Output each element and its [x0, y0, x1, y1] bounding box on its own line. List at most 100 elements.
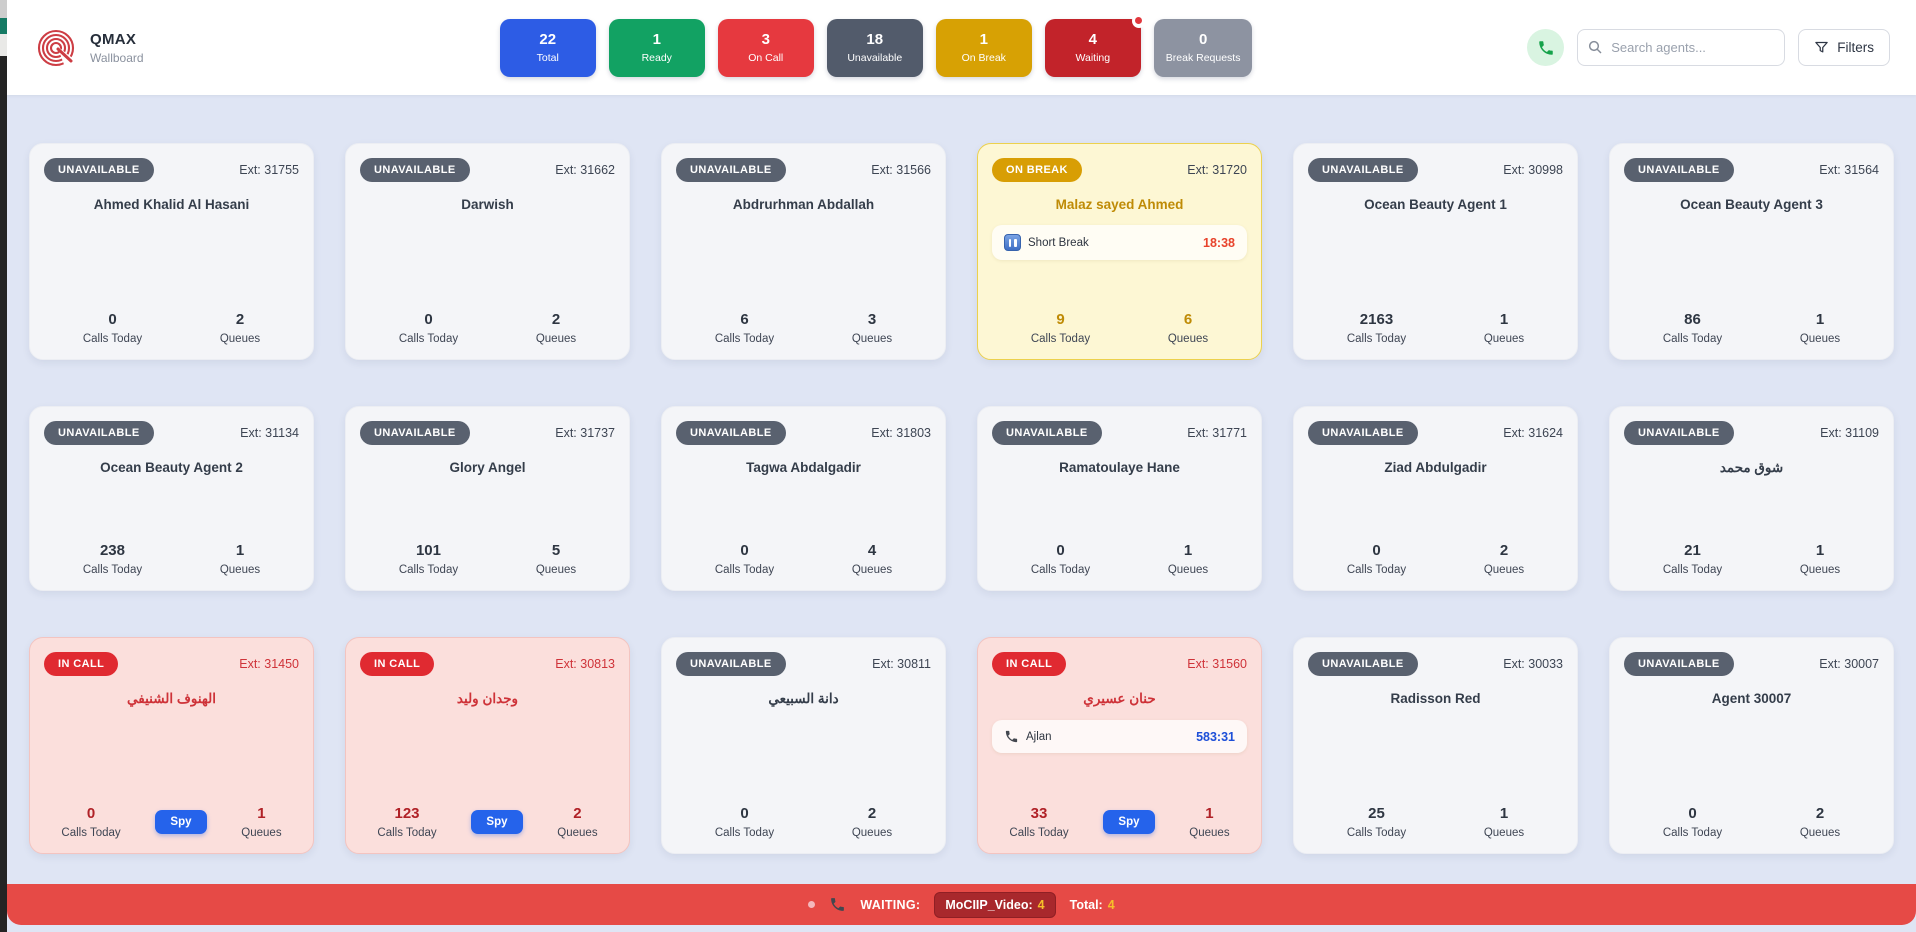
app-subtitle: Wallboard [90, 50, 144, 65]
queues-value: 2 [551, 311, 561, 328]
filter-funnel-icon [1815, 41, 1828, 53]
queues-value: 6 [1183, 311, 1193, 328]
agent-name: دانة السبيعي [768, 691, 839, 706]
agent-extension: Ext: 31560 [1187, 657, 1247, 671]
activity-label: Ajlan [1026, 730, 1052, 743]
calls-label: Calls Today [1346, 827, 1407, 839]
calls-stat: 9 Calls Today [1031, 311, 1090, 345]
status-badge: UNAVAILABLE [1308, 421, 1418, 445]
stat-button[interactable]: 0 Break Requests [1153, 18, 1253, 77]
agent-card[interactable]: ON BREAK Ext: 31720 Malaz sayed Ahmed Sh… [977, 143, 1262, 360]
phone-icon [1539, 40, 1553, 55]
queues-label: Queues [1167, 333, 1209, 345]
spy-button[interactable]: Spy [1103, 810, 1155, 834]
calls-label: Calls Today [82, 333, 143, 345]
agent-card[interactable]: UNAVAILABLE Ext: 31755 Ahmed Khalid Al H… [29, 143, 314, 360]
stat-label: Total [536, 52, 559, 64]
stat-button[interactable]: 1 On Break [935, 18, 1032, 77]
agent-card[interactable]: UNAVAILABLE Ext: 30998 Ocean Beauty Agen… [1293, 143, 1578, 360]
calls-label: Calls Today [82, 564, 143, 576]
agent-extension: Ext: 31737 [555, 426, 615, 440]
queues-value: 1 [1815, 542, 1825, 559]
stat-button[interactable]: 4 Waiting [1044, 13, 1146, 77]
calls-stat: 21 Calls Today [1663, 542, 1722, 576]
agent-card[interactable]: UNAVAILABLE Ext: 31771 Ramatoulaye Hane … [977, 406, 1262, 591]
agent-extension: Ext: 30033 [1503, 657, 1563, 671]
status-badge: UNAVAILABLE [992, 421, 1102, 445]
agent-card[interactable]: IN CALL Ext: 31450 الهنوف الشنيفي 0 Call… [29, 637, 314, 854]
calls-stat: 0 Calls Today [399, 311, 458, 345]
spy-button[interactable]: Spy [155, 810, 207, 834]
status-badge: UNAVAILABLE [44, 158, 154, 182]
agent-card[interactable]: UNAVAILABLE Ext: 30007 Agent 30007 0 Cal… [1609, 637, 1894, 854]
agent-name: Tagwa Abdalgadir [746, 460, 861, 475]
calls-stat: 25 Calls Today [1347, 805, 1406, 839]
stat-label: On Break [961, 52, 1006, 64]
activity-label: Short Break [1028, 236, 1089, 249]
agent-card[interactable]: UNAVAILABLE Ext: 31109 شوق محمد 21 Calls… [1609, 406, 1894, 591]
stat-button[interactable]: 3 On Call [717, 18, 814, 77]
queues-stat: 3 Queues [852, 311, 892, 345]
queues-value: 1 [1183, 542, 1193, 559]
calls-value: 2163 [1359, 311, 1394, 328]
stat-button[interactable]: 18 Unavailable [826, 18, 923, 77]
stat-button[interactable]: 1 Ready [608, 18, 705, 77]
calls-label: Calls Today [377, 827, 437, 839]
phone-button[interactable] [1527, 29, 1565, 66]
agent-card[interactable]: UNAVAILABLE Ext: 30033 Radisson Red 25 C… [1293, 637, 1578, 854]
queues-stat: 1 Queues [1800, 311, 1840, 345]
queues-label: Queues [1167, 564, 1209, 576]
calls-value: 86 [1684, 311, 1701, 328]
agent-card[interactable]: IN CALL Ext: 31560 حنان عسيري Ajlan 583:… [977, 637, 1262, 854]
calls-value: 0 [740, 542, 749, 559]
calls-value: 101 [415, 542, 441, 559]
stat-button[interactable]: 22 Total [499, 18, 596, 77]
queues-stat: 1 Queues [220, 542, 260, 576]
queues-value: 3 [867, 311, 877, 328]
calls-label: Calls Today [1662, 564, 1723, 576]
stat-label: Ready [641, 52, 672, 64]
calls-label: Calls Today [1346, 333, 1407, 345]
agent-name: Agent 30007 [1711, 691, 1792, 706]
agent-card[interactable]: UNAVAILABLE Ext: 31803 Tagwa Abdalgadir … [661, 406, 946, 591]
status-badge: IN CALL [992, 652, 1067, 676]
queues-stat: 2 Queues [1800, 805, 1840, 839]
agent-card[interactable]: UNAVAILABLE Ext: 30811 دانة السبيعي 0 Ca… [661, 637, 946, 854]
calls-label: Calls Today [714, 564, 775, 576]
agent-extension: Ext: 31564 [1819, 163, 1879, 177]
header: QMAX Wallboard 22 Total 1 Ready 3 On Cal… [7, 0, 1916, 95]
status-badge: IN CALL [360, 652, 435, 676]
agent-extension: Ext: 30998 [1503, 163, 1563, 177]
agent-card[interactable]: UNAVAILABLE Ext: 31662 Darwish 0 Calls T… [345, 143, 630, 360]
status-badge: UNAVAILABLE [360, 158, 470, 182]
queue-name: MoCIIP_Video: [945, 897, 1033, 912]
queues-value: 2 [867, 805, 877, 822]
spy-button[interactable]: Spy [471, 810, 523, 834]
header-controls: Filters [1527, 29, 1890, 66]
agent-card[interactable]: UNAVAILABLE Ext: 31624 Ziad Abdulgadir 0… [1293, 406, 1578, 591]
agent-card[interactable]: UNAVAILABLE Ext: 31564 Ocean Beauty Agen… [1609, 143, 1894, 360]
status-badge: IN CALL [44, 652, 119, 676]
calls-stat: 0 Calls Today [1347, 542, 1406, 576]
agent-card[interactable]: UNAVAILABLE Ext: 31134 Ocean Beauty Agen… [29, 406, 314, 591]
agent-card[interactable]: IN CALL Ext: 30813 وجدان وليد 123 Calls … [345, 637, 630, 854]
queues-value: 1 [257, 805, 266, 822]
search-input[interactable] [1577, 29, 1786, 66]
agent-extension: Ext: 30811 [872, 657, 931, 671]
filters-button[interactable]: Filters [1798, 29, 1890, 66]
queues-stat: 2 Queues [852, 805, 892, 839]
queues-stat: 5 Queues [536, 542, 576, 576]
agent-card[interactable]: UNAVAILABLE Ext: 31566 Abdrurhman Abdall… [661, 143, 946, 360]
queues-label: Queues [1799, 564, 1841, 576]
status-badge: UNAVAILABLE [676, 421, 786, 445]
calls-value: 33 [1030, 805, 1048, 822]
qmax-logo-icon [37, 29, 75, 67]
agent-extension: Ext: 30813 [555, 657, 615, 671]
agent-card[interactable]: UNAVAILABLE Ext: 31737 Glory Angel 101 C… [345, 406, 630, 591]
queues-stat: 4 Queues [852, 542, 892, 576]
queues-stat: 1 Queues [241, 805, 281, 839]
waiting-label: WAITING: [860, 897, 921, 912]
stat-value: 0 [1198, 31, 1208, 48]
calls-stat: 2163 Calls Today [1347, 311, 1406, 345]
queues-value: 5 [551, 542, 561, 559]
